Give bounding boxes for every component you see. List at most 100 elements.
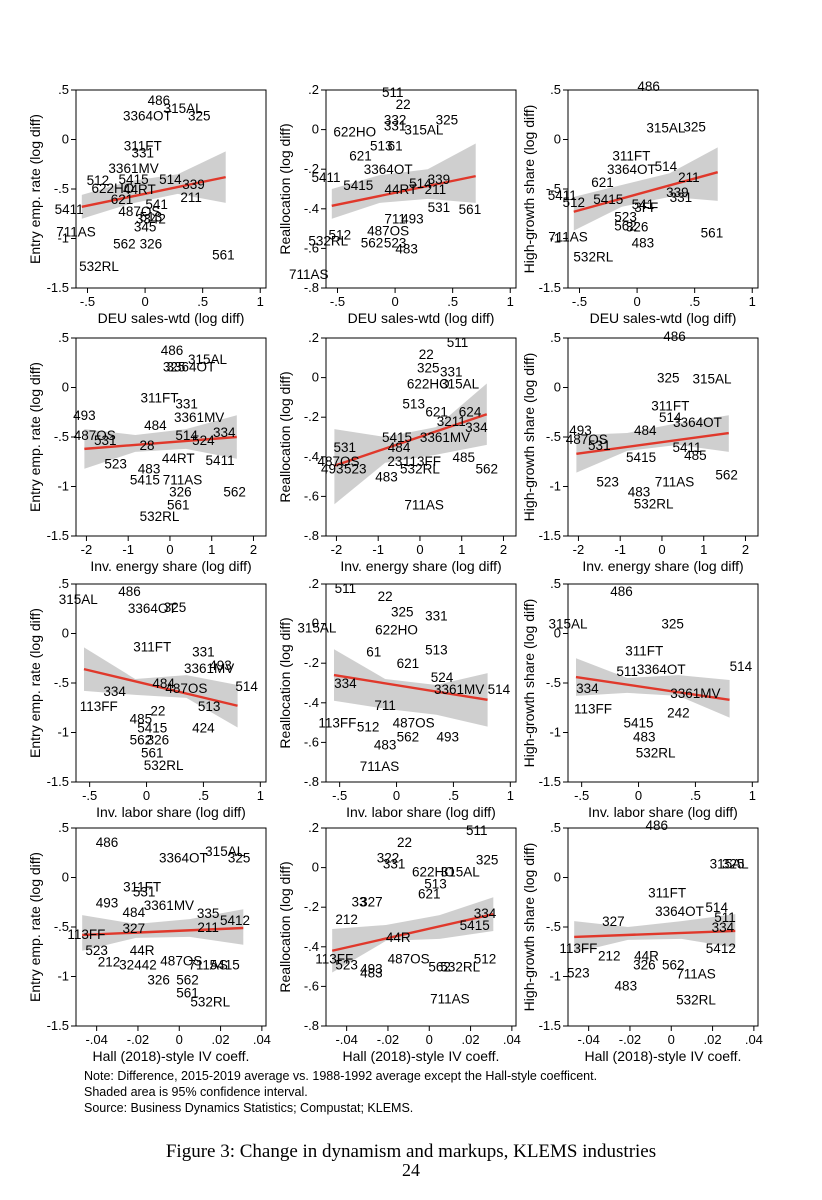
y-tick-label: -1 — [57, 231, 69, 246]
point-label: 532RL — [676, 992, 716, 1007]
point-label: 512 — [329, 228, 352, 243]
fit-line — [82, 926, 244, 937]
point-label: 562 — [397, 729, 420, 744]
point-label: 486 — [118, 584, 141, 599]
point-label: 3364OT — [364, 162, 413, 177]
x-axis-title: Inv. energy share (log diff) — [340, 558, 501, 574]
point-label: 487OS — [118, 204, 160, 219]
point-label: 622HO — [412, 865, 455, 880]
point-label: 325 — [436, 113, 459, 128]
point-label: 511 — [382, 85, 404, 100]
point-label: 622HO — [407, 377, 450, 392]
x-tick-label: 1 — [257, 294, 264, 309]
point-label: 325 — [661, 617, 684, 632]
x-tick-label: 0 — [166, 542, 173, 557]
point-label: 711AS — [430, 991, 470, 1006]
y-tick-label: -1 — [549, 725, 561, 740]
fit-line — [575, 675, 730, 702]
x-tick-label: -.02 — [619, 1032, 641, 1047]
x-tick-label: .04 — [503, 1032, 521, 1047]
point-label: 513 — [198, 699, 221, 714]
fit-line — [331, 174, 476, 208]
point-label: 487OS — [367, 224, 409, 239]
x-tick-label: 1 — [507, 788, 514, 803]
x-tick-label: -2 — [331, 542, 343, 557]
point-label: 621 — [349, 148, 372, 163]
x-tick-label: 1 — [257, 788, 264, 803]
point-label: 523 — [104, 457, 127, 472]
point-label: 486 — [161, 343, 184, 358]
point-label: 242 — [667, 706, 690, 721]
point-label: 561 — [176, 985, 199, 1000]
point-label: 562 — [476, 462, 499, 477]
point-label: 22 — [396, 97, 411, 112]
point-label: 493 — [569, 423, 592, 438]
confidence-band — [331, 143, 476, 219]
point-label: 511 — [447, 335, 469, 350]
point-label: 61 — [366, 644, 381, 659]
point-label: 711 — [374, 698, 396, 713]
point-label: 513 — [402, 396, 425, 411]
point-label: 493 — [360, 962, 383, 977]
y-axis-title: Reallocation (log diff) — [277, 617, 293, 748]
point-label: 532RL — [634, 496, 674, 511]
x-tick-label: -1 — [372, 542, 384, 557]
y-tick-label: .5 — [550, 330, 561, 345]
y-tick-label: -1.5 — [47, 774, 69, 789]
y-tick-label: -.6 — [304, 240, 319, 255]
y-tick-label: -.8 — [304, 774, 319, 789]
y-tick-label: -.4 — [304, 449, 319, 464]
point-label: 3361MV — [184, 661, 234, 676]
point-label: 332 — [384, 113, 407, 128]
confidence-band — [332, 897, 494, 973]
y-axis-title: Reallocation (log diff) — [277, 371, 293, 502]
y-tick-label: -1.5 — [47, 528, 69, 543]
y-axis-title: Entry emp. rate (log diff) — [27, 608, 43, 758]
point-label: 315AL — [164, 101, 204, 116]
point-label: 562 — [428, 960, 451, 975]
point-label: 711AS — [188, 958, 228, 973]
point-label: 711AS — [655, 475, 695, 490]
point-label: 485 — [453, 450, 476, 465]
point-label: 486 — [96, 835, 119, 850]
point-label: 334 — [213, 425, 236, 440]
point-label: 5411 — [206, 453, 235, 468]
y-tick-label: -.5 — [54, 429, 69, 444]
point-label: 331 — [132, 145, 155, 160]
point-label: 424 — [192, 721, 215, 736]
point-label: 484 — [152, 676, 175, 691]
point-label: 485 — [130, 712, 153, 727]
point-label: 621 — [111, 192, 134, 207]
x-tick-label: 1 — [749, 294, 756, 309]
x-tick-label: 0 — [141, 294, 148, 309]
y-tick-label: -.5 — [54, 675, 69, 690]
y-tick-label: -1 — [57, 725, 69, 740]
plot-frame — [325, 583, 517, 783]
y-tick-label: -1 — [549, 231, 561, 246]
point-label: 487OS — [318, 454, 360, 469]
point-label: 485 — [684, 448, 707, 463]
point-label: 33 — [352, 894, 367, 909]
y-tick-label: -.6 — [304, 978, 319, 993]
point-label: 532RL — [573, 249, 613, 264]
point-label: 339 — [666, 185, 689, 200]
y-axis-title: High-growth share (log diff) — [521, 843, 537, 1012]
point-label: 331 — [440, 365, 463, 380]
point-label: 325 — [164, 600, 187, 615]
point-label: 325 — [391, 605, 414, 620]
x-tick-label: 2 — [742, 542, 749, 557]
point-label: 493 — [401, 212, 424, 227]
point-label: 331 — [192, 644, 215, 659]
point-label: 44RT — [384, 182, 417, 197]
point-label: 523 — [596, 475, 619, 490]
point-label: 331 — [425, 609, 448, 624]
y-tick-label: -.8 — [304, 280, 319, 295]
point-label: 113FF — [80, 699, 118, 714]
point-label: 5415 — [119, 172, 149, 187]
x-axis-title: Hall (2018)-style IV coeff. — [585, 1048, 742, 1064]
